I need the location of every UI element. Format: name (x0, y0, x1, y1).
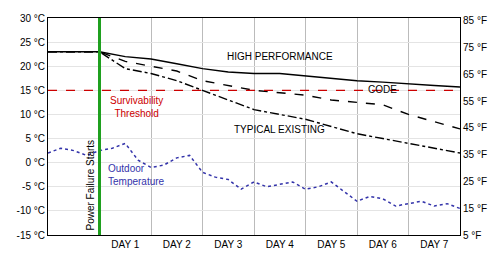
svg-text:OutdoorTemperature: OutdoorTemperature (108, 163, 165, 187)
svg-text:DAY 3: DAY 3 (214, 239, 242, 250)
svg-text:45 °F: 45 °F (463, 122, 487, 133)
svg-text:85 °F: 85 °F (463, 15, 487, 26)
svg-text:DAY 5: DAY 5 (317, 239, 345, 250)
svg-text:10 °C: 10 °C (20, 109, 45, 120)
svg-text:65 °F: 65 °F (463, 69, 487, 80)
svg-text:30 °C: 30 °C (20, 13, 45, 24)
svg-text:0 °C: 0 °C (25, 157, 45, 168)
svg-text:-10 °C: -10 °C (17, 205, 45, 216)
svg-text:25 °F: 25 °F (463, 176, 487, 187)
svg-text:SurvivabilityThreshold: SurvivabilityThreshold (110, 95, 163, 119)
svg-text:CODE: CODE (368, 84, 397, 95)
svg-text:HIGH PERFORMANCE: HIGH PERFORMANCE (227, 51, 333, 62)
svg-text:DAY 6: DAY 6 (369, 239, 397, 250)
svg-text:DAY 2: DAY 2 (163, 239, 191, 250)
svg-text:TYPICAL EXISTING: TYPICAL EXISTING (234, 124, 325, 135)
svg-text:20 °C: 20 °C (20, 61, 45, 72)
svg-text:DAY 4: DAY 4 (266, 239, 294, 250)
svg-text:15 °F: 15 °F (463, 203, 487, 214)
svg-text:35 °F: 35 °F (463, 149, 487, 160)
svg-text:5 °C: 5 °C (25, 133, 45, 144)
svg-text:55 °F: 55 °F (463, 96, 487, 107)
svg-text:DAY 1: DAY 1 (111, 239, 139, 250)
svg-text:-5 °C: -5 °C (22, 181, 45, 192)
svg-text:-15 °C: -15 °C (17, 230, 45, 241)
svg-text:25 °C: 25 °C (20, 37, 45, 48)
svg-text:15 °C: 15 °C (20, 85, 45, 96)
svg-text:75 °F: 75 °F (463, 42, 487, 53)
svg-text:DAY 7: DAY 7 (420, 239, 448, 250)
svg-text:Power Failure Starts: Power Failure Starts (85, 140, 96, 231)
svg-text:5 °F: 5 °F (463, 230, 481, 241)
